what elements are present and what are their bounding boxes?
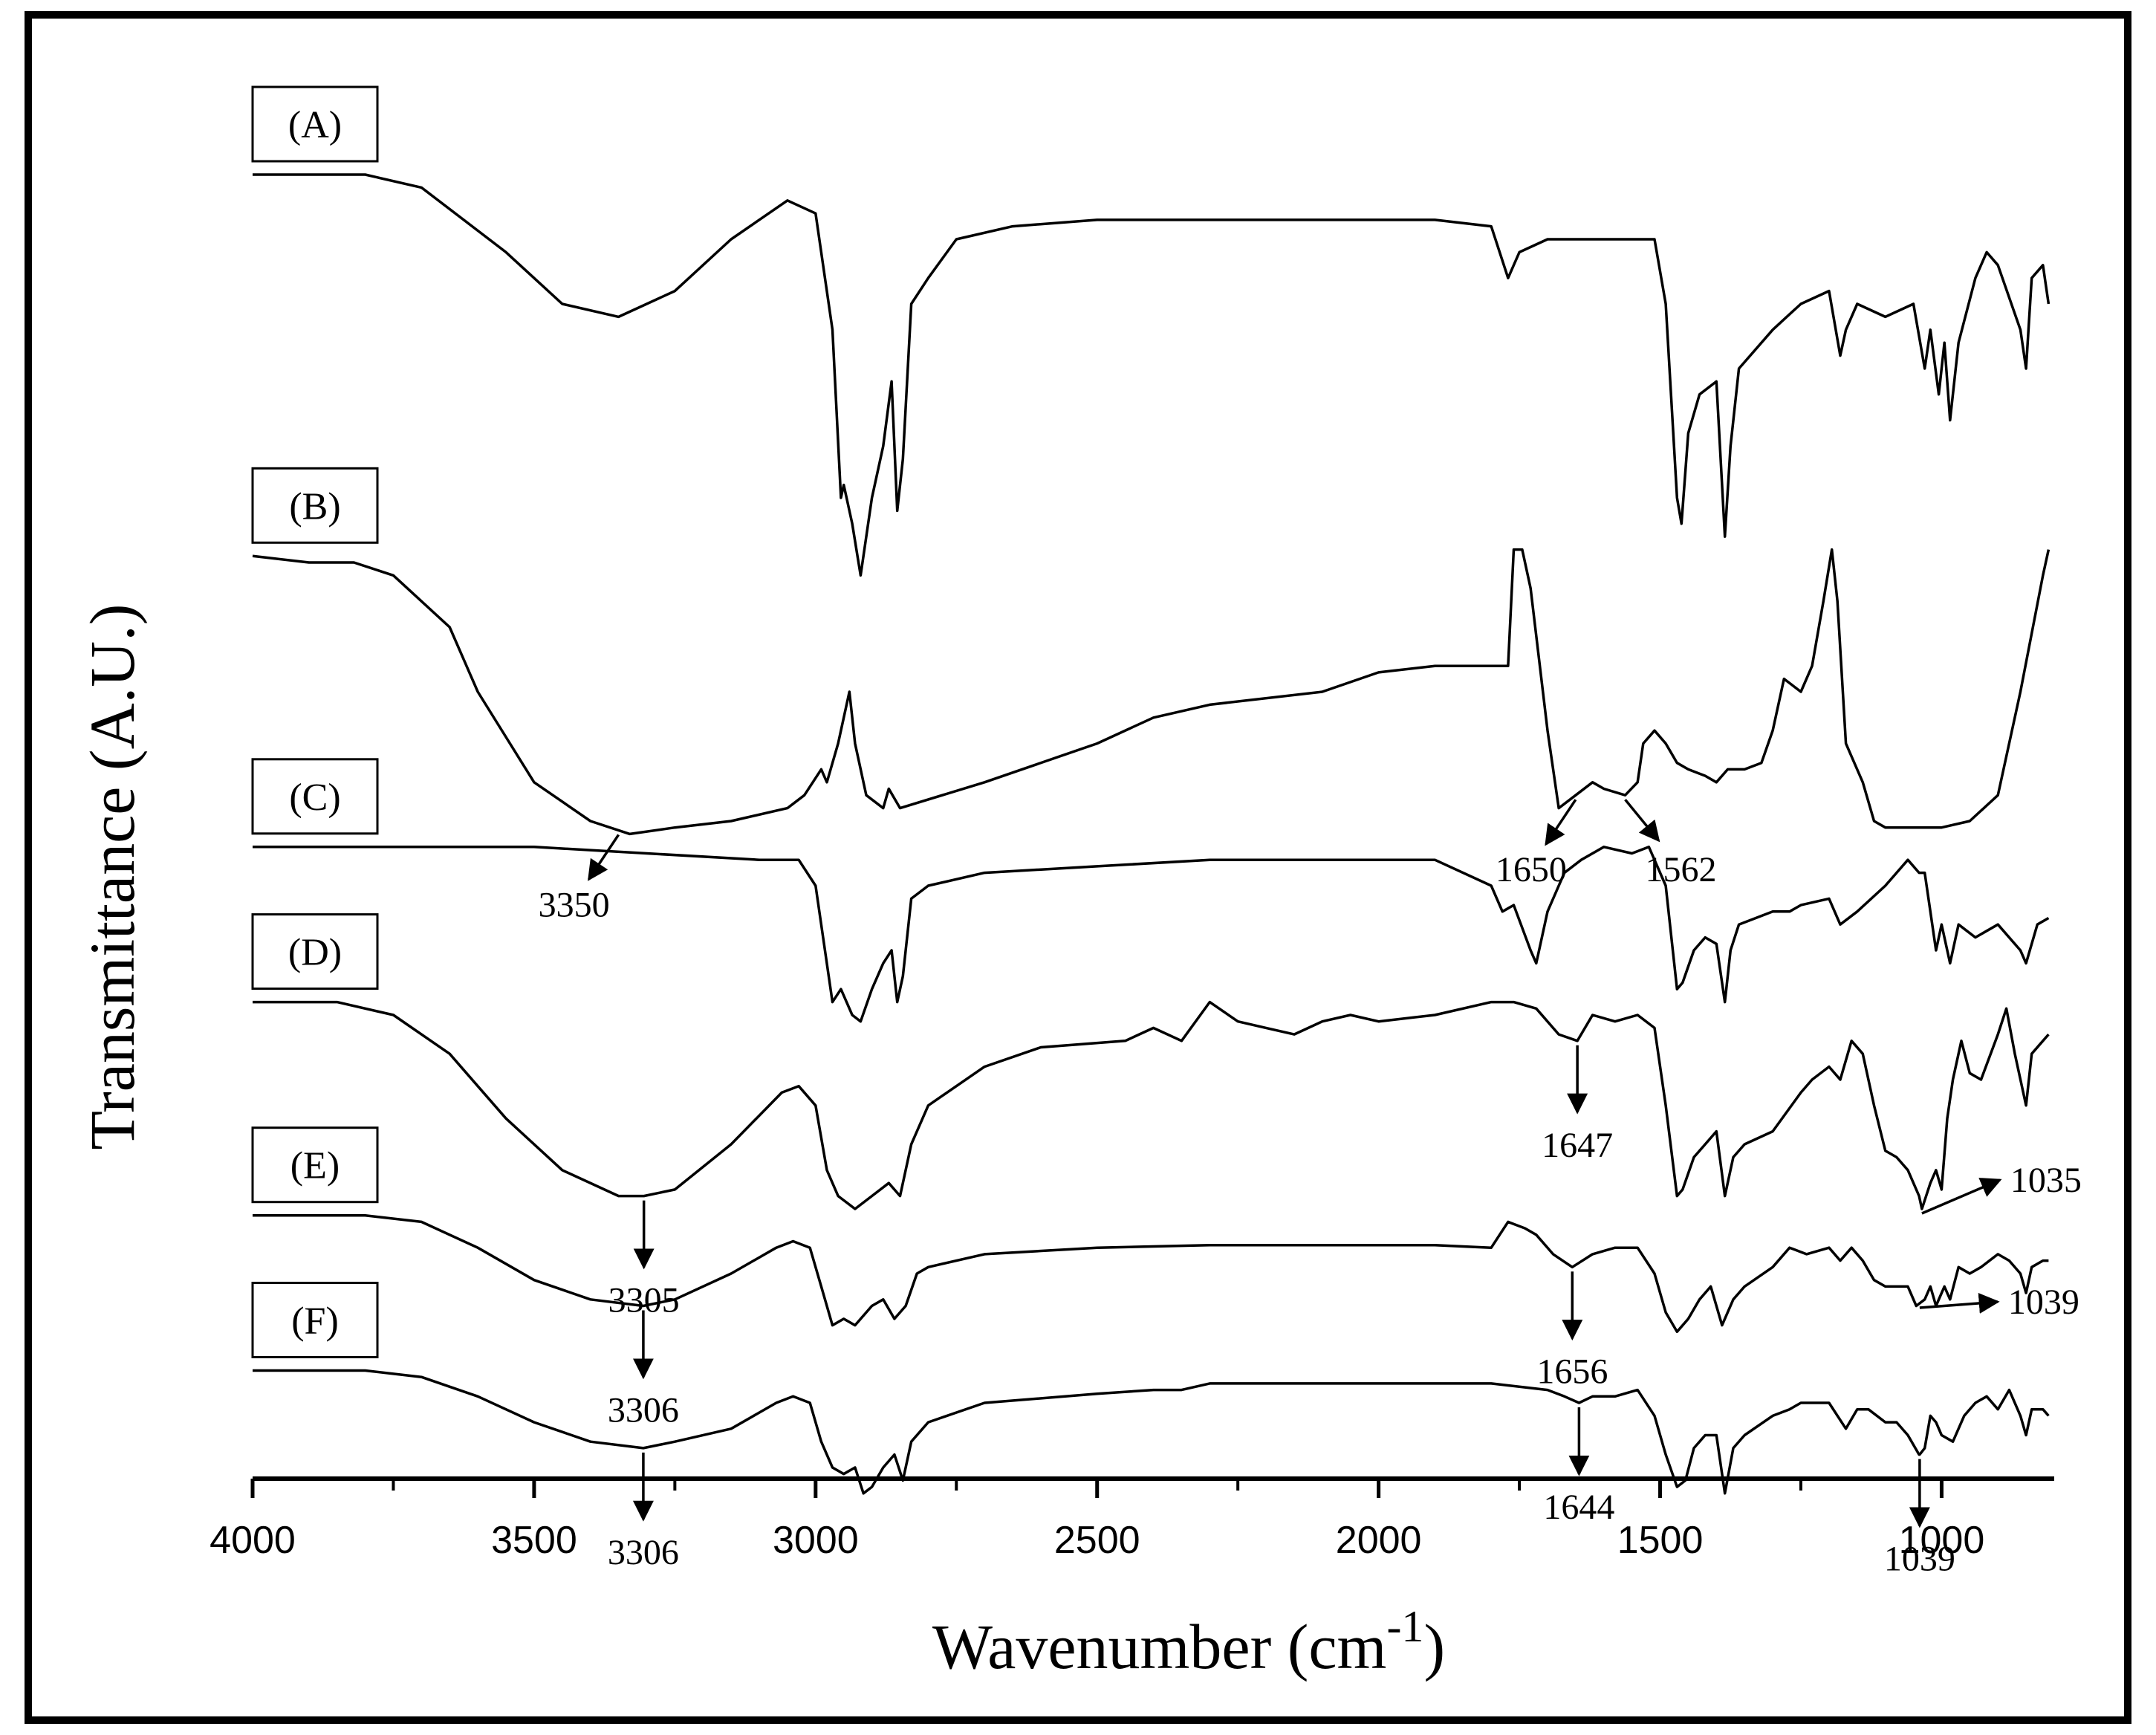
annotation-label: 1039 xyxy=(1884,1540,1955,1579)
peak-annotation: 3350 xyxy=(539,834,620,924)
annotation-arrow xyxy=(1919,1292,2000,1314)
series-label-text: (C) xyxy=(289,776,340,819)
series-label-b: (B) xyxy=(251,467,379,544)
peak-annotation: 3306 xyxy=(608,1452,679,1572)
series-label-box xyxy=(251,913,379,990)
peak-annotation: 1650 xyxy=(1496,799,1577,889)
annotation-label: 1656 xyxy=(1536,1352,1608,1391)
peak-annotation: 1647 xyxy=(1542,1045,1613,1165)
series-line-f xyxy=(253,1369,2050,1495)
annotation-label: 1562 xyxy=(1646,850,1717,889)
x-axis: 4000 3500 3000 2500 2000 1500 1000 xyxy=(210,1476,2054,1562)
annotation-label: 3306 xyxy=(608,1391,679,1430)
annotation-label: 1644 xyxy=(1543,1488,1614,1527)
series-label-text: (D) xyxy=(288,932,342,974)
series-line-b xyxy=(252,548,2051,836)
peak-annotation: 1562 xyxy=(1624,799,1717,889)
series-label-f: (F) xyxy=(251,1282,379,1358)
annotation-label: 1647 xyxy=(1542,1126,1613,1165)
annotation-label: 1039 xyxy=(2008,1282,2079,1322)
series-label-text: (A) xyxy=(288,104,342,146)
x-tick-label: 2000 xyxy=(1336,1519,1422,1562)
peak-annotation: 1656 xyxy=(1536,1271,1608,1391)
x-tick-label: 3500 xyxy=(491,1519,577,1562)
series-label-d: (D) xyxy=(251,913,379,990)
x-axis-title-suffix: ) xyxy=(1423,1611,1445,1682)
series-label-text: (F) xyxy=(291,1300,339,1343)
peak-annotation: 1039 xyxy=(1919,1282,2079,1322)
annotation-arrow xyxy=(1545,799,1577,846)
series-line-e xyxy=(253,1213,2049,1334)
annotation-arrow xyxy=(1921,1178,2002,1215)
series-label-a: (A) xyxy=(251,85,379,163)
peak-annotation: 1039 xyxy=(1884,1459,1955,1579)
series-label-e: (E) xyxy=(251,1126,379,1204)
series-label-text: (B) xyxy=(289,485,340,528)
peak-annotation: 3306 xyxy=(608,1310,679,1430)
x-tick-label: 3000 xyxy=(773,1519,859,1562)
annotation-label: 3350 xyxy=(539,885,610,924)
series-line-a xyxy=(253,173,2051,577)
series-label-c: (C) xyxy=(251,758,379,835)
series-labels: (A) (B) (C) (D) (E) (F) xyxy=(251,85,379,1358)
x-axis-title-superscript: -1 xyxy=(1386,1602,1423,1651)
x-tick-label: 4000 xyxy=(210,1519,296,1562)
series-label-box xyxy=(251,758,379,835)
annotation-label: 1650 xyxy=(1496,850,1567,889)
series-label-box xyxy=(251,85,379,163)
spectra xyxy=(252,173,2051,1495)
series-line-d xyxy=(253,1000,2050,1210)
series-line-c xyxy=(253,846,2050,1023)
x-axis-title: Wavenumber (cm-1) xyxy=(932,1602,1445,1682)
x-tick-label: 1000 xyxy=(1899,1519,1985,1562)
y-axis-title: Transmittance (A.U.) xyxy=(77,604,148,1150)
peak-annotation: 1644 xyxy=(1543,1407,1614,1527)
annotation-arrow xyxy=(588,834,620,881)
annotation-label: 3306 xyxy=(608,1533,679,1572)
x-axis-title-text: Wavenumber (cm xyxy=(932,1611,1387,1682)
series-label-text: (E) xyxy=(290,1145,340,1187)
series-label-box xyxy=(251,1126,379,1204)
series-label-box xyxy=(251,467,379,544)
x-tick-label: 1500 xyxy=(1617,1519,1704,1562)
annotation-arrow xyxy=(1624,799,1660,843)
x-tick-label: 2500 xyxy=(1054,1519,1140,1562)
series-label-box xyxy=(251,1282,379,1358)
annotation-label: 1035 xyxy=(2010,1161,2082,1200)
peak-annotation: 1035 xyxy=(1921,1161,2082,1215)
